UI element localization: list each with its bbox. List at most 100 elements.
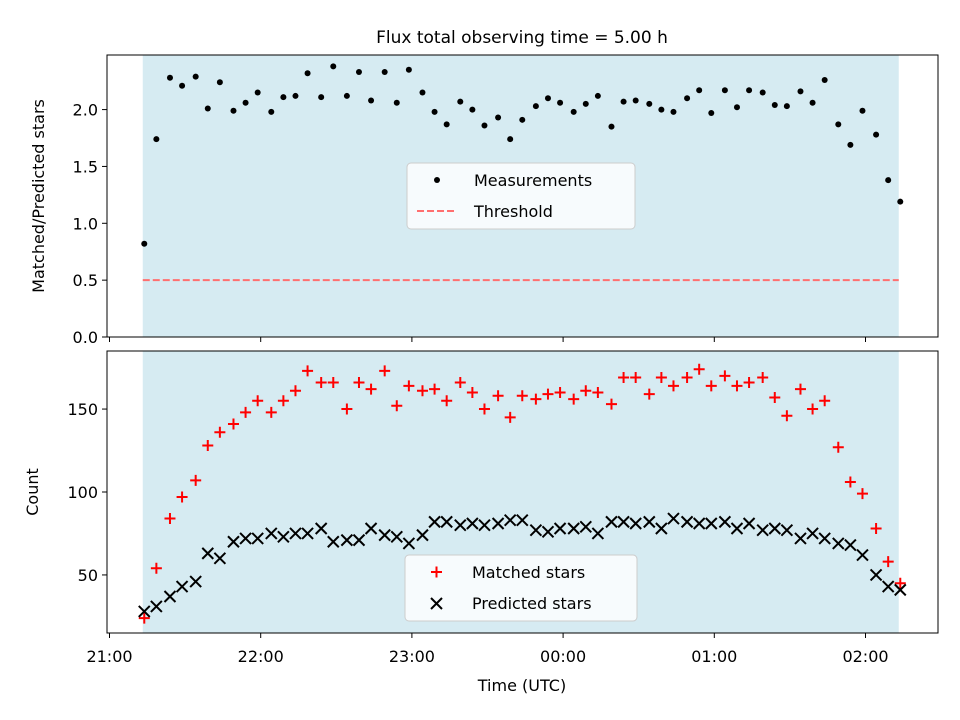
matched-star-point: [478, 403, 490, 415]
matched-star-point: [844, 476, 856, 488]
matched-star-point: [743, 377, 755, 389]
predicted-star-point: [629, 517, 642, 530]
matched-star-point: [441, 395, 453, 407]
measurement-point: [708, 109, 715, 116]
predicted-star-point: [894, 583, 907, 597]
measurement-point: [670, 108, 677, 115]
predicted-star-point: [213, 552, 227, 565]
measurement-point: [318, 94, 325, 101]
measurement-point: [821, 77, 828, 84]
matched-star-point: [530, 393, 542, 405]
matched-star-point: [731, 380, 743, 392]
matched-star-point: [492, 390, 504, 402]
matched-star-point: [681, 372, 693, 384]
measurement-point: [684, 95, 691, 102]
predicted-star-point: [718, 515, 732, 529]
predicted-star-point: [541, 525, 555, 539]
matched-star-point: [693, 363, 705, 375]
matched-star-point: [655, 372, 667, 384]
measurement-point: [457, 98, 464, 105]
predicted-star-point: [516, 513, 529, 527]
predicted-star-point: [150, 600, 163, 613]
top-y-ticks: 0.0 0.5 1.0 1.5 2.0: [73, 101, 107, 347]
measurement-point: [746, 87, 753, 94]
matched-star-point: [894, 577, 906, 589]
matched-stars-points: [138, 363, 906, 624]
predicted-star-point: [440, 515, 453, 529]
predicted-star-point: [730, 522, 744, 535]
matched-star-point: [618, 372, 630, 384]
measurement-point: [594, 92, 601, 99]
measurement-point: [809, 99, 816, 106]
measurement-point: [481, 122, 488, 129]
measurement-point: [192, 73, 199, 80]
top-legend: Measurements Threshold: [406, 162, 636, 230]
predicted-star-point: [466, 517, 479, 530]
measurement-point: [292, 92, 299, 99]
predicted-star-point: [163, 590, 177, 603]
predicted-star-point: [340, 533, 354, 547]
matched-star-point: [150, 562, 162, 574]
predicted-star-point: [742, 517, 756, 530]
measurement-point: [242, 99, 249, 106]
predicted-star-point: [869, 568, 883, 582]
predicted-star-point: [239, 532, 252, 545]
matched-star-point: [516, 390, 528, 402]
y-tick-label: 150: [67, 400, 98, 419]
matched-star-point: [214, 426, 226, 438]
predicted-star-point: [503, 513, 517, 527]
predicted-star-point: [655, 522, 668, 535]
bottom-legend-box: [404, 554, 638, 622]
matched-star-point: [794, 383, 806, 395]
matched-star-point: [882, 556, 894, 568]
predicted-star-point: [301, 527, 314, 540]
measurement-point: [393, 99, 400, 106]
matched-star-point: [252, 395, 264, 407]
predicted-star-point: [277, 530, 290, 543]
predicted-star-point: [428, 515, 441, 529]
measurement-point: [495, 114, 502, 121]
predicted-star-point: [390, 530, 403, 543]
measurement-point: [620, 98, 627, 105]
matched-star-point: [504, 411, 516, 423]
measurement-point: [230, 107, 237, 114]
measurement-point: [469, 106, 476, 113]
predicted-star-point: [314, 522, 328, 535]
matched-star-point: [568, 393, 580, 405]
predicted-star-point: [378, 528, 391, 542]
y-tick-label: 0.5: [73, 271, 98, 290]
matched-star-point: [807, 403, 819, 415]
predicted-star-point: [189, 575, 202, 588]
predicted-star-point: [667, 512, 680, 525]
x-tick-label: 01:00: [691, 647, 737, 666]
matched-star-point: [391, 400, 403, 412]
matched-legend-marker: [431, 566, 442, 578]
matched-star-point: [832, 441, 844, 453]
y-tick-label: 50: [78, 566, 98, 585]
measurement-point: [443, 121, 450, 128]
predicted-star-point: [794, 532, 807, 545]
matched-star-point: [341, 403, 353, 415]
measurement-point: [368, 97, 375, 104]
x-tick-label: 00:00: [540, 647, 586, 666]
measurement-point: [304, 70, 311, 77]
predicted-star-point: [617, 515, 630, 529]
x-axis-label: Time (UTC): [477, 676, 566, 695]
measurement-point: [280, 94, 287, 101]
predicted-star-point: [881, 580, 895, 593]
measurement-point: [519, 116, 526, 123]
measurement-point: [797, 88, 804, 95]
y-tick-label: 0.0: [73, 328, 98, 347]
measurement-point: [885, 177, 892, 184]
matched-star-point: [202, 440, 214, 452]
predicted-star-point: [553, 522, 567, 535]
matched-star-point: [164, 513, 176, 525]
matched-star-point: [327, 377, 339, 389]
matched-star-point: [365, 383, 377, 395]
measurement-point: [759, 89, 766, 96]
predicted-star-point: [454, 518, 467, 532]
predicted-star-point: [567, 522, 580, 535]
matched-star-point: [277, 395, 289, 407]
predicted-star-point: [251, 532, 264, 545]
predicted-star-point: [227, 535, 240, 548]
